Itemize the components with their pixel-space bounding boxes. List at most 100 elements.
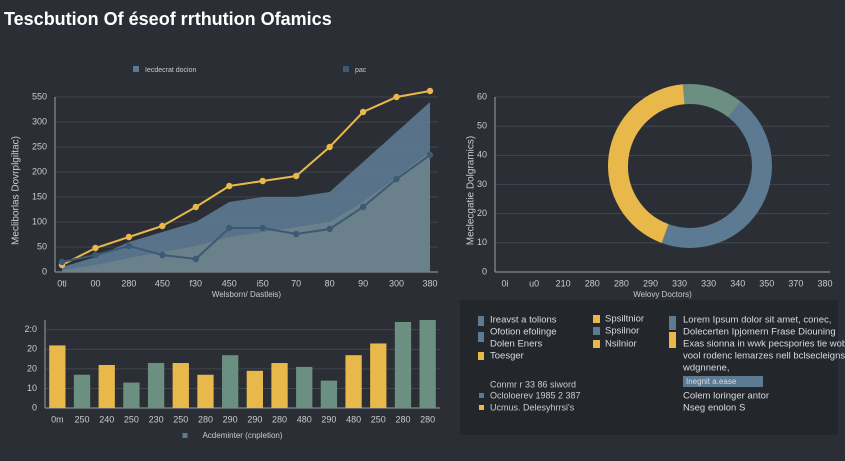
panel-note: Ocloloerev 1985 2 387 bbox=[490, 390, 581, 400]
panel-highlight: Inegnit a.ease bbox=[686, 377, 737, 386]
y-tick-label: 60 bbox=[477, 91, 487, 101]
panel-text: vool rodenc lemarzes nell bclsecleigns bbox=[683, 351, 845, 362]
x-axis-label: Welsborn/ Dastleis) bbox=[212, 290, 282, 299]
marker bbox=[226, 182, 233, 190]
x-tick-label: f30 bbox=[190, 278, 203, 288]
x-tick-label: 280 bbox=[395, 414, 410, 424]
panel-item: Nsilnior bbox=[605, 339, 637, 350]
swatch bbox=[478, 316, 484, 326]
x-tick-label: i50 bbox=[257, 278, 269, 288]
page-title: Tescbution Of éseof rrthution Ofamics bbox=[4, 9, 332, 29]
x-tick-label: 250 bbox=[371, 414, 386, 424]
y-tick-label: 50 bbox=[37, 241, 47, 251]
marker bbox=[393, 93, 400, 101]
swatch bbox=[593, 315, 600, 323]
swatch bbox=[593, 327, 600, 335]
y-tick-label: 550 bbox=[32, 91, 47, 101]
y-tick-label: 150 bbox=[32, 191, 47, 201]
y-tick-label: 40 bbox=[477, 150, 487, 160]
bar bbox=[394, 321, 412, 408]
x-tick-label: 280 bbox=[121, 278, 136, 288]
swatch bbox=[593, 340, 600, 348]
y-tick-label: 300 bbox=[32, 116, 47, 126]
x-tick-label: 480 bbox=[297, 414, 312, 424]
donut-segment bbox=[661, 101, 772, 248]
x-axis-label: Acdeminter (cnpletion) bbox=[202, 431, 282, 440]
marker bbox=[259, 224, 266, 232]
x-tick-label: 240 bbox=[99, 414, 114, 424]
marker bbox=[326, 143, 333, 151]
x-tick-label: 480 bbox=[346, 414, 361, 424]
x-tick-label: u0 bbox=[529, 278, 539, 288]
x-tick-label: 0ti bbox=[57, 278, 67, 288]
bar bbox=[222, 355, 239, 408]
bar bbox=[296, 366, 313, 408]
panel-item: Spsiltnior bbox=[605, 314, 644, 325]
donut-segment bbox=[682, 84, 741, 118]
x-tick-label: 280 bbox=[585, 278, 600, 288]
x-tick-label: 250 bbox=[173, 414, 188, 424]
marker bbox=[326, 225, 333, 233]
x-tick-label: 280 bbox=[272, 414, 287, 424]
x-tick-label: 210 bbox=[556, 278, 571, 288]
marker bbox=[92, 251, 99, 259]
marker bbox=[159, 251, 166, 259]
panel-item: Toesger bbox=[490, 351, 524, 362]
x-tick-label: 450 bbox=[155, 278, 170, 288]
x-tick-label: 370 bbox=[788, 278, 803, 288]
panel-text: Nseg enolon S bbox=[683, 403, 745, 414]
x-tick-label: 340 bbox=[730, 278, 745, 288]
bar bbox=[246, 370, 263, 408]
x-tick-label: 250 bbox=[124, 414, 139, 424]
x-tick-label: 380 bbox=[817, 278, 832, 288]
panel-item: Spsilnor bbox=[605, 326, 639, 337]
x-tick-label: 280 bbox=[198, 414, 213, 424]
marker bbox=[125, 233, 133, 241]
y-tick-label: 30 bbox=[477, 179, 487, 189]
x-tick-label: 280 bbox=[614, 278, 629, 288]
y-tick-label: 0 bbox=[32, 402, 37, 412]
marker bbox=[292, 230, 300, 238]
marker bbox=[259, 177, 266, 185]
y-axis-label: Meclecgatie Dolgramics) bbox=[466, 136, 477, 245]
swatch bbox=[478, 352, 484, 360]
swatch bbox=[478, 332, 484, 342]
legend-label: pac bbox=[355, 67, 367, 74]
donut-segment bbox=[608, 84, 685, 243]
bar bbox=[172, 363, 189, 408]
swatch bbox=[669, 332, 676, 348]
panel-text: Exas sionna in wwk pecspories tie wobi bbox=[683, 339, 845, 350]
y-tick-label: 2:0 bbox=[24, 324, 37, 334]
marker bbox=[393, 175, 400, 183]
bar bbox=[147, 363, 165, 408]
swatch bbox=[479, 393, 484, 398]
area bbox=[62, 102, 430, 272]
x-tick-label: 450 bbox=[222, 278, 237, 288]
y-tick-label: 10 bbox=[27, 383, 37, 393]
marker bbox=[359, 203, 367, 211]
y-tick-label: 20 bbox=[27, 363, 37, 373]
panel-item: Ofotion efolinge bbox=[490, 327, 557, 338]
panel-note: Ucmus. Delesyhrrsi's bbox=[490, 402, 575, 412]
bar bbox=[370, 343, 387, 408]
bar bbox=[98, 364, 115, 408]
x-tick-label: 290 bbox=[321, 414, 336, 424]
legend-swatch bbox=[133, 66, 139, 72]
bar bbox=[345, 355, 362, 408]
marker bbox=[92, 244, 99, 252]
x-tick-label: 0m bbox=[51, 414, 64, 424]
marker bbox=[359, 108, 367, 116]
x-tick-label: 250 bbox=[75, 414, 90, 424]
y-tick-label: 0 bbox=[482, 266, 487, 276]
x-tick-label: 00 bbox=[90, 278, 100, 288]
bar bbox=[73, 374, 91, 408]
marker bbox=[192, 255, 200, 263]
bar bbox=[419, 320, 436, 408]
y-tick-label: 200 bbox=[32, 166, 47, 176]
y-axis-label: Mecliborlas Dovrplgiltac) bbox=[11, 136, 22, 245]
marker bbox=[426, 151, 434, 159]
y-tick-label: 10 bbox=[477, 237, 487, 247]
bar bbox=[123, 382, 140, 408]
x-tick-label: 0i bbox=[501, 278, 508, 288]
line bbox=[61, 154, 431, 263]
